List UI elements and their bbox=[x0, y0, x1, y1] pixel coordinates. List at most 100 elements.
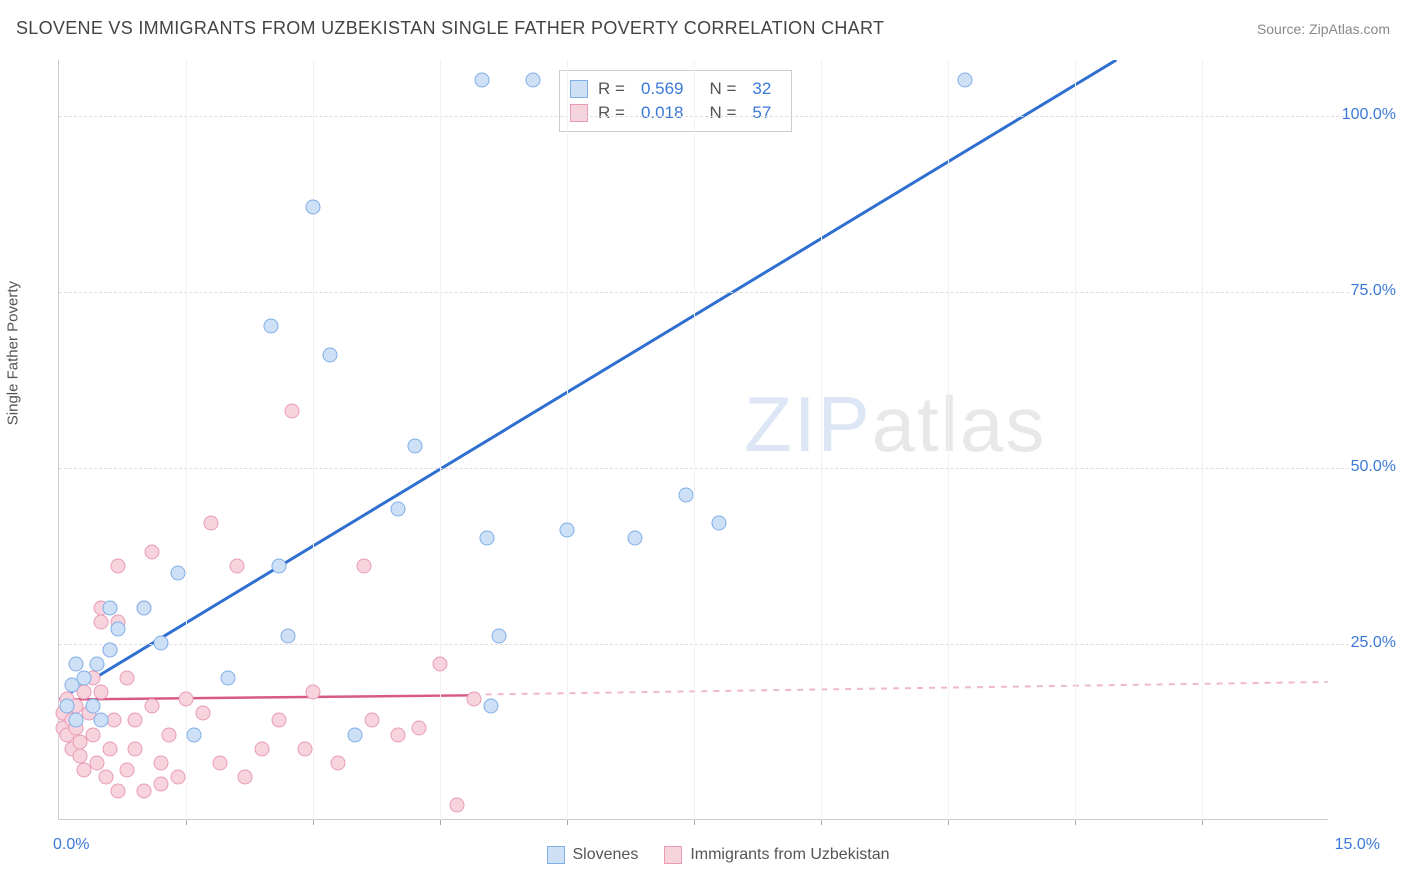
legend-label: Slovenes bbox=[573, 846, 639, 864]
data-point bbox=[111, 622, 126, 637]
data-point bbox=[128, 713, 143, 728]
data-point bbox=[102, 643, 117, 658]
data-point bbox=[411, 720, 426, 735]
data-point bbox=[102, 600, 117, 615]
data-point bbox=[272, 558, 287, 573]
data-point bbox=[111, 783, 126, 798]
chart-container: Single Father Poverty ZIPatlas R =0.569N… bbox=[48, 50, 1388, 870]
data-point bbox=[128, 741, 143, 756]
legend-item: Immigrants from Uzbekistan bbox=[664, 846, 889, 864]
gridline-vertical bbox=[567, 60, 568, 820]
y-tick-label: 75.0% bbox=[1351, 282, 1396, 300]
data-point bbox=[263, 319, 278, 334]
data-point bbox=[98, 769, 113, 784]
watermark: ZIPatlas bbox=[744, 379, 1046, 470]
data-point bbox=[179, 692, 194, 707]
data-point bbox=[306, 685, 321, 700]
data-point bbox=[77, 685, 92, 700]
legend-label: Immigrants from Uzbekistan bbox=[690, 846, 889, 864]
data-point bbox=[492, 629, 507, 644]
data-point bbox=[280, 629, 295, 644]
data-point bbox=[238, 769, 253, 784]
y-tick-label: 50.0% bbox=[1351, 458, 1396, 476]
legend-swatch bbox=[547, 846, 565, 864]
gridline-vertical bbox=[694, 60, 695, 820]
source-prefix: Source: bbox=[1257, 21, 1309, 37]
data-point bbox=[212, 755, 227, 770]
plot-area: ZIPatlas R =0.569N =32R =0.018N =57 25.0… bbox=[58, 60, 1328, 820]
legend-swatch bbox=[570, 80, 588, 98]
data-point bbox=[136, 783, 151, 798]
data-point bbox=[433, 657, 448, 672]
data-point bbox=[322, 347, 337, 362]
data-point bbox=[297, 741, 312, 756]
data-point bbox=[170, 769, 185, 784]
data-point bbox=[306, 199, 321, 214]
data-point bbox=[204, 516, 219, 531]
y-tick-label: 100.0% bbox=[1342, 106, 1396, 124]
data-point bbox=[85, 699, 100, 714]
stats-legend-row: R = 0.569 N = 32 bbox=[570, 77, 777, 101]
data-point bbox=[483, 699, 498, 714]
source-name: ZipAtlas.com bbox=[1309, 21, 1390, 37]
gridline-vertical bbox=[1075, 60, 1076, 820]
stats-legend-row: R =0.018N =57 bbox=[570, 101, 777, 125]
data-point bbox=[678, 488, 693, 503]
data-point bbox=[475, 73, 490, 88]
data-point bbox=[94, 685, 109, 700]
trend-line bbox=[474, 682, 1328, 695]
data-point bbox=[153, 755, 168, 770]
chart-title: SLOVENE VS IMMIGRANTS FROM UZBEKISTAN SI… bbox=[16, 18, 884, 39]
r-value: 0.569 bbox=[641, 79, 684, 99]
data-point bbox=[187, 727, 202, 742]
data-point bbox=[466, 692, 481, 707]
watermark-atlas: atlas bbox=[872, 380, 1047, 468]
y-tick-label: 25.0% bbox=[1351, 634, 1396, 652]
data-point bbox=[627, 530, 642, 545]
data-point bbox=[153, 636, 168, 651]
data-point bbox=[229, 558, 244, 573]
data-point bbox=[255, 741, 270, 756]
data-point bbox=[94, 713, 109, 728]
data-point bbox=[331, 755, 346, 770]
data-point bbox=[111, 558, 126, 573]
data-point bbox=[68, 713, 83, 728]
n-value: 32 bbox=[752, 79, 771, 99]
data-point bbox=[136, 600, 151, 615]
data-point bbox=[145, 699, 160, 714]
data-point bbox=[119, 762, 134, 777]
r-label: R = bbox=[598, 103, 625, 123]
n-label: N = bbox=[709, 103, 736, 123]
n-value: 57 bbox=[752, 103, 771, 123]
data-point bbox=[90, 657, 105, 672]
r-label: R = bbox=[598, 79, 625, 99]
gridline-horizontal bbox=[59, 116, 1349, 117]
data-point bbox=[85, 727, 100, 742]
chart-source: Source: ZipAtlas.com bbox=[1257, 21, 1390, 37]
chart-header: SLOVENE VS IMMIGRANTS FROM UZBEKISTAN SI… bbox=[16, 18, 1390, 39]
trend-line bbox=[59, 695, 473, 699]
data-point bbox=[449, 797, 464, 812]
gridline-horizontal bbox=[59, 468, 1349, 469]
data-point bbox=[356, 558, 371, 573]
gridline-vertical bbox=[440, 60, 441, 820]
n-label: N = bbox=[709, 79, 736, 99]
data-point bbox=[957, 73, 972, 88]
data-point bbox=[170, 565, 185, 580]
gridline-horizontal bbox=[59, 644, 1349, 645]
data-point bbox=[365, 713, 380, 728]
gridline-vertical bbox=[313, 60, 314, 820]
data-point bbox=[479, 530, 494, 545]
data-point bbox=[526, 73, 541, 88]
data-point bbox=[60, 699, 75, 714]
gridline-vertical bbox=[948, 60, 949, 820]
legend-swatch bbox=[664, 846, 682, 864]
data-point bbox=[68, 657, 83, 672]
legend-swatch bbox=[570, 104, 588, 122]
data-point bbox=[284, 403, 299, 418]
data-point bbox=[90, 755, 105, 770]
stats-legend: R =0.569N =32R =0.018N =57 bbox=[559, 70, 792, 132]
series-legend: Slovenes Immigrants from Uzbekistan bbox=[48, 846, 1388, 864]
data-point bbox=[153, 776, 168, 791]
data-point bbox=[407, 439, 422, 454]
